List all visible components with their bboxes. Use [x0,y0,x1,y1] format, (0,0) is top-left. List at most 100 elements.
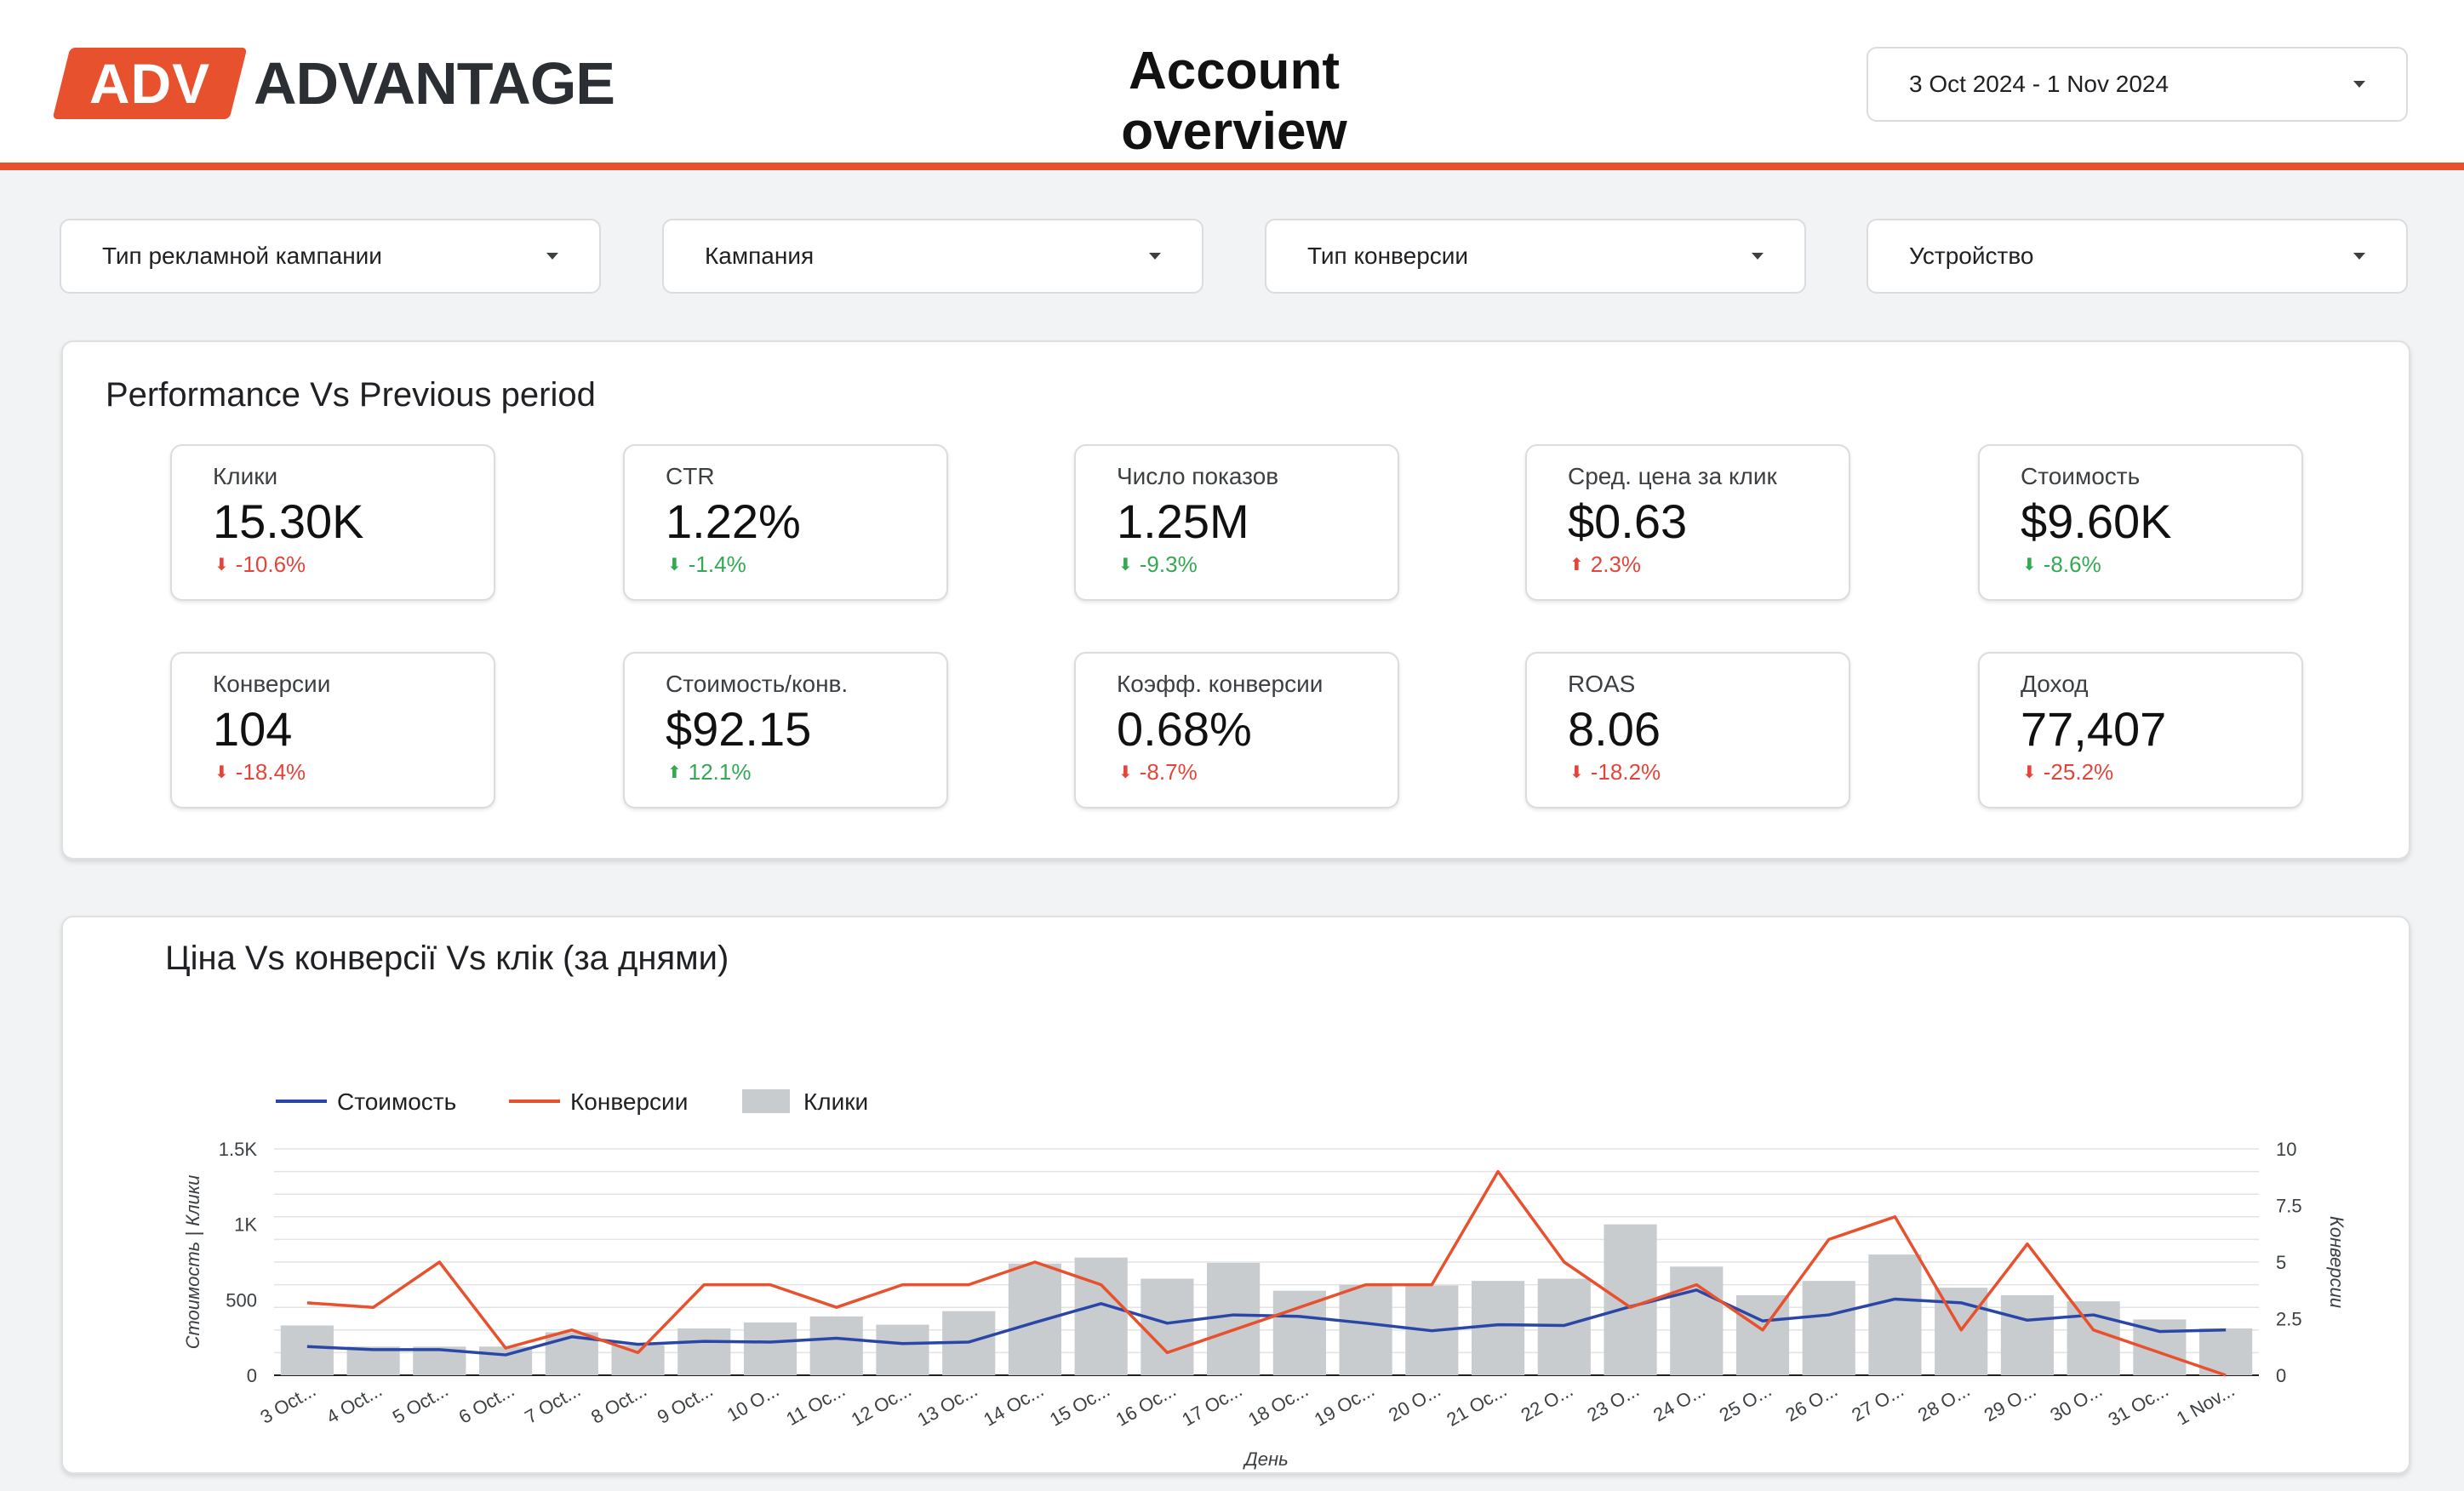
x-tick-label: 8 Oct... [587,1380,650,1428]
clicks-bar [1471,1281,1525,1375]
filter-campaign[interactable]: Кампания [662,219,1203,294]
clicks-bar [280,1325,334,1375]
kpi-label: ROAS [1568,671,1636,697]
x-tick-label: 21 Oc... [1443,1380,1510,1431]
performance-title: Performance Vs Previous period [106,376,596,414]
y-tick-label: 0 [247,1365,257,1386]
x-tick-label: 4 Oct... [323,1380,386,1428]
filter-label: Кампания [705,243,815,269]
arrow-down-icon: ⬇ [2022,763,2037,782]
clicks-bar [1735,1295,1790,1375]
x-tick-label: 3 Oct... [256,1380,319,1428]
kpi-tile[interactable]: ROAS 8.06 ⬇ -18.2% [1525,652,1850,808]
conversions-line [306,1169,2227,1377]
chevron-down-icon [2353,81,2365,88]
kpi-label: Стоимость/конв. [666,671,849,697]
y2-axis-title: Конверсии [2326,1216,2347,1308]
x-tick-label: 19 Oc... [1311,1380,1378,1431]
kpi-delta-value: -1.4% [688,551,746,577]
clicks-bar [1141,1278,1194,1375]
x-tick-label: 7 Oct... [521,1380,584,1428]
x-tick-label: 6 Oct... [455,1380,518,1428]
x-tick-label: 1 Nov... [2173,1380,2238,1430]
kpi-delta: ⬆ 12.1% [667,759,752,785]
clicks-bar [677,1328,731,1375]
kpi-delta: ⬆ 2.3% [1569,551,1641,578]
x-tick-label: 31 Oc... [2105,1380,2172,1431]
kpi-delta: ⬇ -18.2% [1569,759,1661,785]
x-tick-label: 5 Oct... [389,1380,452,1428]
date-range-label: 3 Oct 2024 - 1 Nov 2024 [1909,71,2170,97]
performance-card: Performance Vs Previous period Клики 15.3… [61,340,2410,860]
clicks-bar [1207,1262,1261,1375]
x-tick-label: 14 Oc... [980,1380,1047,1431]
kpi-value: 104 [213,702,293,756]
kpi-label: Конверсии [213,671,331,697]
kpi-label: Коэфф. конверсии [1117,671,1323,697]
y-tick-label: 1.5K [219,1139,258,1160]
clicks-bar [1339,1284,1392,1375]
x-tick-label: 13 Oc... [913,1380,980,1431]
filter-label: Устройство [1909,243,2034,269]
kpi-value: 1.25M [1117,494,1249,548]
kpi-tile[interactable]: Доход 77,407 ⬇ -25.2% [1978,652,2303,808]
kpi-label: Число показов [1117,463,1279,489]
trend-chart-card: Ціна Vs конверсії Vs клік (за днями) 0 50… [61,916,2410,1474]
header-bar: ADV ADVANTAGE Account overview 3 Oct 202… [0,0,2464,170]
clicks-bar [876,1324,929,1375]
chevron-down-icon [2353,253,2365,260]
filter-conversion-type[interactable]: Тип конверсии [1265,219,1806,294]
clicks-bar [1802,1281,1855,1375]
arrow-up-icon: ⬆ [1569,556,1584,574]
kpi-delta: ⬇ -8.6% [2022,551,2101,578]
clicks-bar [1008,1263,1062,1375]
legend-label: Конверсии [570,1088,688,1115]
kpi-tile[interactable]: Сред. цена за клик $0.63 ⬆ 2.3% [1525,444,1850,601]
x-tick-label: 9 Oct... [654,1380,717,1428]
x-tick-label: 24 O... [1649,1380,1709,1426]
y2-tick-label: 10 [2276,1139,2296,1160]
legend-label: Клики [803,1088,868,1115]
arrow-up-icon: ⬆ [667,763,682,782]
kpi-delta: ⬇ -9.3% [1118,551,1198,578]
kpi-tile[interactable]: Клики 15.30K ⬇ -10.6% [170,444,495,601]
x-tick-label: 20 O... [1385,1380,1444,1426]
y-tick-label: 1K [234,1214,257,1236]
arrow-down-icon: ⬇ [214,763,229,782]
x-tick-label: 17 Oc... [1178,1380,1245,1431]
filter-campaign-type[interactable]: Тип рекламной кампании [60,219,601,294]
legend-label: Стоимость [337,1088,456,1115]
filter-device[interactable]: Устройство [1867,219,2408,294]
x-tick-label: 22 O... [1518,1380,1577,1426]
kpi-tile[interactable]: Стоимость/конв. $92.15 ⬆ 12.1% [623,652,948,808]
clicks-bar [2067,1301,2120,1375]
x-tick-label: 10 O... [723,1380,783,1426]
kpi-tile[interactable]: CTR 1.22% ⬇ -1.4% [623,444,948,601]
kpi-tile[interactable]: Стоимость $9.60K ⬇ -8.6% [1978,444,2303,601]
kpi-delta-value: -9.3% [1139,551,1198,577]
date-range-picker[interactable]: 3 Oct 2024 - 1 Nov 2024 [1867,47,2408,122]
kpi-tile[interactable]: Коэфф. конверсии 0.68% ⬇ -8.7% [1074,652,1399,808]
clicks-bar [1272,1290,1326,1375]
clicks-bar [2000,1295,2055,1375]
kpi-value: 1.22% [666,494,801,548]
cost-line [306,1288,2227,1357]
kpi-delta: ⬇ -10.6% [214,551,306,578]
kpi-delta: ⬇ -1.4% [667,551,746,578]
y-axis-title: Стоимость | Клики [182,1175,203,1350]
kpi-label: Клики [213,463,278,489]
kpi-label: Доход [2021,671,2089,697]
page-title: Account overview [1121,42,1347,161]
trend-chart-title: Ціна Vs конверсії Vs клік (за днями) [165,940,729,977]
x-tick-label: 23 O... [1583,1380,1643,1426]
kpi-label: CTR [666,463,715,489]
kpi-tile[interactable]: Конверсии 104 ⬇ -18.4% [170,652,495,808]
kpi-tile[interactable]: Число показов 1.25M ⬇ -9.3% [1074,444,1399,601]
arrow-down-icon: ⬇ [1569,763,1584,782]
kpi-delta-value: -10.6% [235,551,306,577]
x-axis-title: День [1242,1448,1288,1470]
clicks-bar [346,1346,400,1375]
arrow-down-icon: ⬇ [2022,556,2037,574]
kpi-label: Сред. цена за клик [1568,463,1777,489]
x-tick-label: 26 O... [1782,1380,1842,1426]
